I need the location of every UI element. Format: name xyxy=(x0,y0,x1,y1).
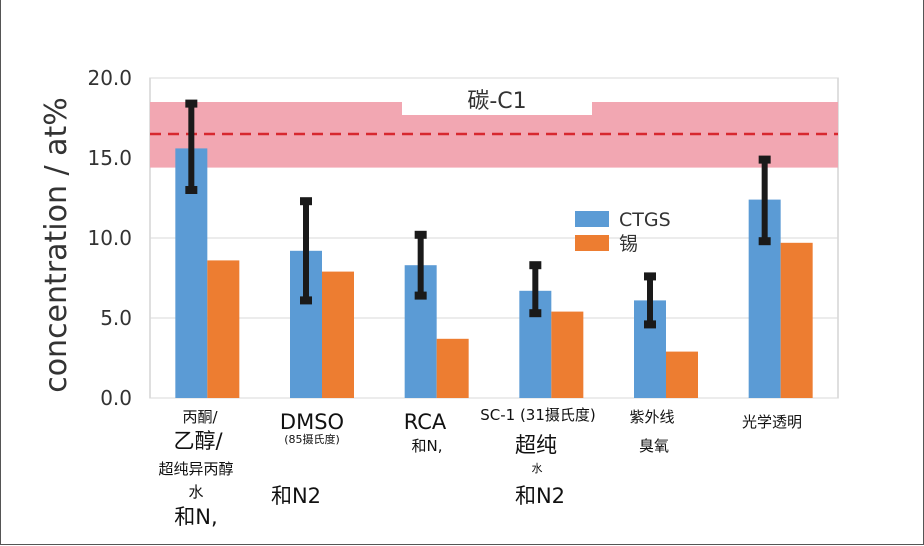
category-label-line: 丙酮/ xyxy=(182,408,218,426)
bar-tin xyxy=(551,311,584,398)
y-axis-label: concentration / at% xyxy=(39,97,74,393)
reference-band-label: 碳-C1 xyxy=(467,89,526,114)
y-tick-label: 15.0 xyxy=(87,146,132,170)
error-cap-top xyxy=(414,230,427,239)
error-cap-top xyxy=(644,272,656,281)
error-cap-bottom xyxy=(644,320,656,329)
bar-tin xyxy=(207,260,240,398)
category-label-line: 超纯异丙醇 xyxy=(158,460,233,478)
category-label-line: 光学透明 xyxy=(742,413,802,431)
reference-band: 碳-C1 xyxy=(150,84,838,168)
y-tick-label: 10.0 xyxy=(87,226,132,250)
bar-tin xyxy=(322,271,354,398)
category-label-line: 臭氧 xyxy=(639,437,669,455)
category-label-line: 和N2 xyxy=(515,484,565,508)
bar-tin xyxy=(780,242,813,398)
legend-label-ctgs: CTGS xyxy=(619,209,671,231)
category-label-line: 水 xyxy=(532,462,543,475)
error-bars xyxy=(185,99,771,329)
error-cap-top xyxy=(529,261,542,270)
y-tick-label: 0.0 xyxy=(100,386,132,410)
category-label-line: DMSO xyxy=(280,410,344,434)
category-label-line: 超纯 xyxy=(515,433,557,457)
legend: CTGS 锡 xyxy=(575,209,671,255)
category-label-line: RCA xyxy=(404,410,447,434)
bar-tin xyxy=(436,338,469,398)
legend-swatch-tin xyxy=(575,235,609,251)
category-label-line: 水 xyxy=(188,483,203,501)
category-label-line: SC-1 (31摄氏度) xyxy=(480,406,596,424)
x-axis-category-labels: 丙酮/ 乙醇/ 超纯异丙醇 水 和N, DMSO (85摄氏度) 和N2 RCA… xyxy=(158,406,802,529)
category-label-line: (85摄氏度) xyxy=(284,432,340,446)
y-axis-ticks: 0.0 5.0 10.0 15.0 20.0 xyxy=(87,66,132,410)
error-cap-bottom xyxy=(185,186,198,194)
error-cap-bottom xyxy=(529,309,542,318)
category-label-line: 紫外线 xyxy=(629,408,674,426)
bar-tin xyxy=(666,351,698,398)
category-label-line: 乙醇/ xyxy=(173,429,223,453)
reference-band-label-box xyxy=(402,84,592,115)
bars xyxy=(175,148,813,398)
error-cap-top xyxy=(300,197,312,206)
error-cap-top xyxy=(758,155,771,164)
error-cap-bottom xyxy=(414,291,427,300)
y-tick-label: 20.0 xyxy=(87,66,132,90)
legend-label-tin: 锡 xyxy=(619,233,638,255)
error-cap-bottom xyxy=(758,237,771,246)
category-label-line: 和N, xyxy=(412,437,443,455)
category-label-line: 和N2 xyxy=(271,484,321,508)
legend-swatch-ctgs xyxy=(575,211,609,227)
y-tick-label: 5.0 xyxy=(100,306,132,330)
error-cap-bottom xyxy=(300,296,312,305)
error-cap-top xyxy=(185,99,198,108)
category-label-line: 和N, xyxy=(174,505,217,529)
